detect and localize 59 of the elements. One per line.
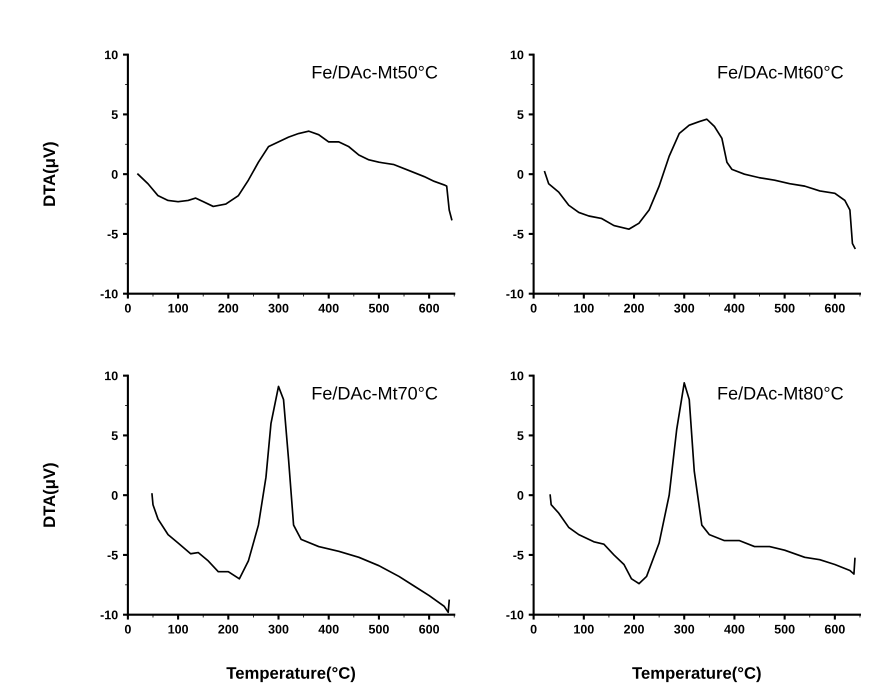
y-tick-label: 0: [112, 170, 118, 179]
x-tick-label: 100: [168, 624, 188, 634]
x-tick-label: 0: [124, 624, 131, 634]
annotation: Fe/DAc-Mt70°C: [312, 386, 438, 400]
y-tick-label: 10: [105, 50, 118, 60]
annotation: Fe/DAc-Mt60°C: [718, 65, 843, 79]
annotation: Fe/DAc-Mt80°C: [718, 386, 843, 400]
x-tick-label: 400: [724, 304, 744, 313]
y-axis-title: DTA(μV): [42, 463, 58, 527]
y-tick-label: 5: [112, 431, 118, 440]
y-tick-label: -10: [506, 289, 524, 298]
y-tick-label: 10: [510, 50, 524, 60]
y-tick-label: 5: [517, 431, 524, 440]
x-tick-label: 100: [574, 624, 594, 634]
x-tick-label: 500: [368, 304, 389, 313]
x-tick-label: 200: [218, 624, 238, 634]
x-tick-label: 0: [124, 304, 131, 313]
y-tick-label: -5: [513, 230, 524, 239]
y-tick-label: 10: [510, 371, 524, 380]
y-tick-label: 0: [517, 490, 524, 500]
x-tick-label: 400: [724, 624, 744, 634]
annotation: Fe/DAc-Mt50°C: [312, 65, 438, 79]
y-tick-label: 0: [517, 170, 524, 179]
x-tick-label: 600: [824, 624, 845, 634]
x-tick-label: 600: [824, 304, 845, 313]
x-tick-label: 600: [419, 624, 440, 634]
y-tick-label: -10: [100, 610, 118, 620]
line-series: [137, 130, 453, 220]
line-series: [549, 382, 856, 584]
x-tick-label: 0: [530, 304, 537, 313]
y-tick-label: -5: [108, 550, 118, 560]
x-tick-label: 500: [368, 624, 389, 634]
x-tick-label: 600: [419, 304, 440, 313]
line-series: [544, 118, 856, 250]
x-tick-label: 0: [530, 624, 537, 634]
x-tick-label: 200: [624, 304, 644, 313]
y-tick-label: 10: [105, 371, 118, 380]
x-tick-label: 100: [574, 304, 594, 313]
x-tick-label: 500: [774, 624, 795, 634]
y-tick-label: -5: [108, 230, 118, 239]
x-tick-label: 500: [774, 304, 795, 313]
y-axis-title: DTA(μV): [42, 142, 58, 206]
y-tick-label: -10: [100, 289, 118, 298]
x-tick-label: 100: [168, 304, 188, 313]
x-tick-label: 400: [318, 624, 339, 634]
x-tick-label: 200: [624, 624, 644, 634]
x-tick-label: 300: [674, 624, 694, 634]
x-tick-label: 300: [674, 304, 694, 313]
y-tick-label: -5: [513, 550, 524, 560]
y-tick-label: 0: [112, 490, 118, 500]
y-tick-label: -10: [506, 610, 524, 620]
x-tick-label: 300: [268, 304, 288, 313]
y-tick-label: 5: [112, 110, 118, 120]
x-tick-label: 200: [218, 304, 238, 313]
x-axis-title: Temperature(°C): [226, 666, 355, 682]
x-axis-title: Temperature(°C): [632, 666, 761, 682]
y-tick-label: 5: [517, 110, 524, 120]
x-tick-label: 300: [268, 624, 288, 634]
x-tick-label: 400: [318, 304, 339, 313]
